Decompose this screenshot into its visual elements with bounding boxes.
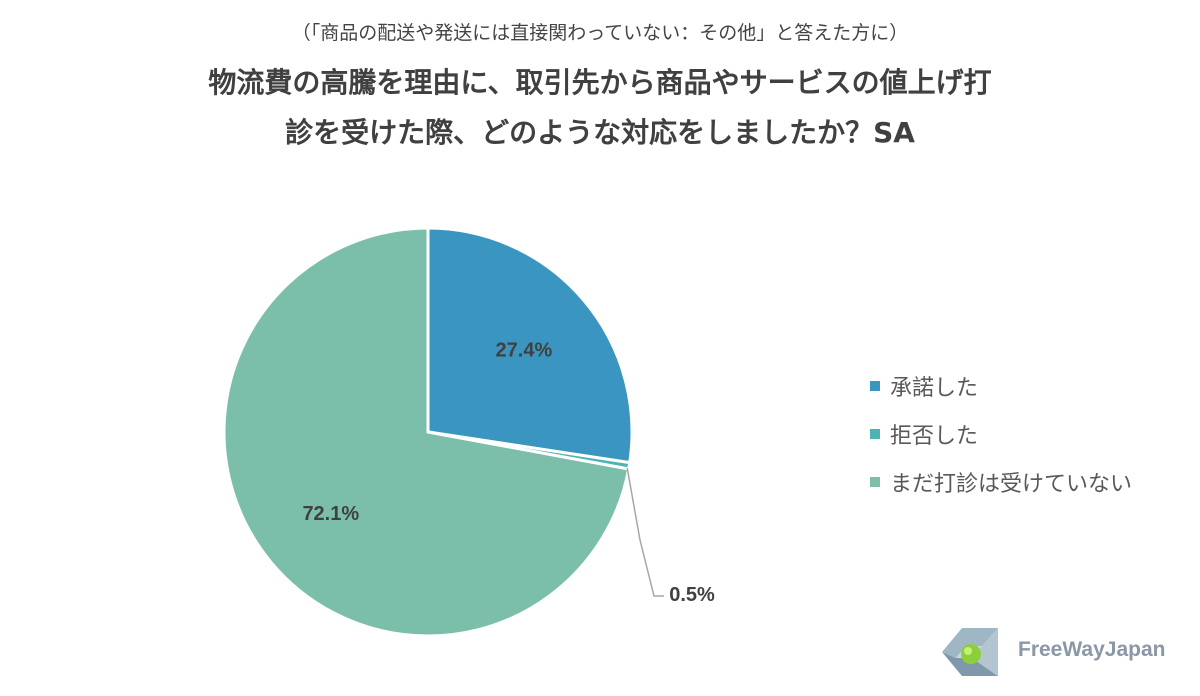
chart-legend: 承諾した 拒否した まだ打診は受けていない — [870, 362, 1132, 506]
freewayjapan-logo-icon — [942, 628, 998, 676]
data-label-refused: 0.5% — [669, 584, 715, 606]
pie-slice-accepted — [426, 226, 634, 465]
leader-line-refused — [626, 467, 664, 597]
legend-label-accepted: 承諾した — [890, 376, 979, 401]
chart-title-line1: 物流費の高騰を理由に、取引先から商品やサービスの値上げ打 — [208, 66, 992, 99]
legend-swatch-refused — [870, 429, 880, 439]
chart-title-line2: 診を受けた際、どのような対応をしましたか？SA — [285, 116, 915, 149]
data-label-not-yet: 72.1% — [302, 503, 359, 525]
data-label-accepted: 27.4% — [496, 340, 553, 362]
legend-item-not-yet: まだ打診は受けていない — [870, 458, 1132, 506]
legend-label-refused: 拒否した — [890, 424, 979, 449]
legend-label-not-yet: まだ打診は受けていない — [890, 472, 1133, 497]
chart-subtitle: （「商品の配送や発送には直接関わっていない：その他」と答えた方に） — [291, 22, 909, 44]
legend-swatch-accepted — [870, 381, 880, 391]
legend-item-accepted: 承諾した — [870, 362, 1132, 410]
brand-logo: FreeWayJapan — [942, 624, 1172, 680]
brand-logo-text: FreeWayJapan — [1018, 638, 1166, 661]
pie-slice-not-yet — [222, 226, 631, 638]
legend-item-refused: 拒否した — [870, 410, 1132, 458]
legend-swatch-not-yet — [870, 477, 880, 487]
chart-title: 物流費の高騰を理由に、取引先から商品やサービスの値上げ打 診を受けた際、どのよう… — [0, 58, 1200, 158]
